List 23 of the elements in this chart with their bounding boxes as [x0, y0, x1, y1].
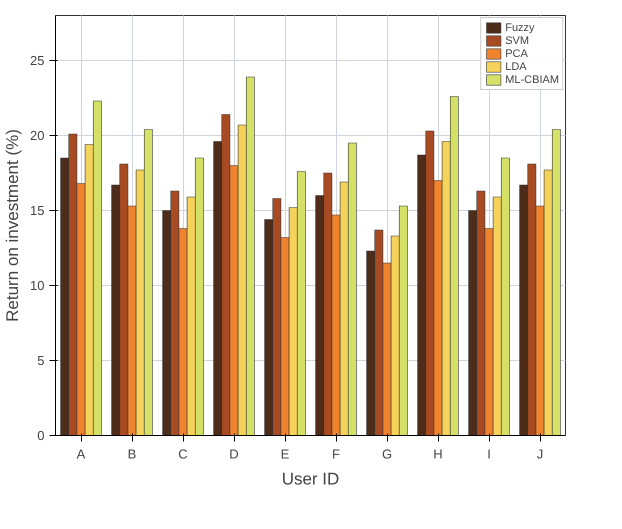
- legend-label: SVM: [505, 34, 530, 47]
- y-tick-label: 5: [37, 353, 45, 368]
- x-tick-label: D: [229, 446, 239, 462]
- x-tick-label: C: [178, 446, 188, 462]
- y-tick-label: 0: [37, 428, 45, 443]
- x-tick-label: E: [280, 446, 290, 462]
- y-axis-title: Return on investment (%): [3, 129, 22, 322]
- legend-label: ML-CBIAM: [505, 73, 559, 86]
- y-tick-label: 15: [30, 203, 45, 218]
- x-tick-label: A: [76, 446, 86, 462]
- legend-label: LDA: [505, 60, 527, 73]
- y-tick-label: 25: [30, 53, 45, 68]
- y-tick-label: 20: [30, 128, 45, 143]
- legend-label: Fuzzy: [505, 21, 535, 34]
- x-tick-label: F: [332, 446, 340, 462]
- y-tick-label: 10: [30, 278, 45, 293]
- legend-label: PCA: [505, 47, 528, 60]
- x-tick-label: J: [536, 446, 544, 462]
- x-tick-label: G: [382, 446, 392, 462]
- x-tick-label: B: [128, 446, 136, 462]
- x-tick-label: I: [487, 446, 491, 462]
- x-axis-title: User ID: [282, 470, 340, 488]
- x-tick-label: H: [433, 446, 443, 462]
